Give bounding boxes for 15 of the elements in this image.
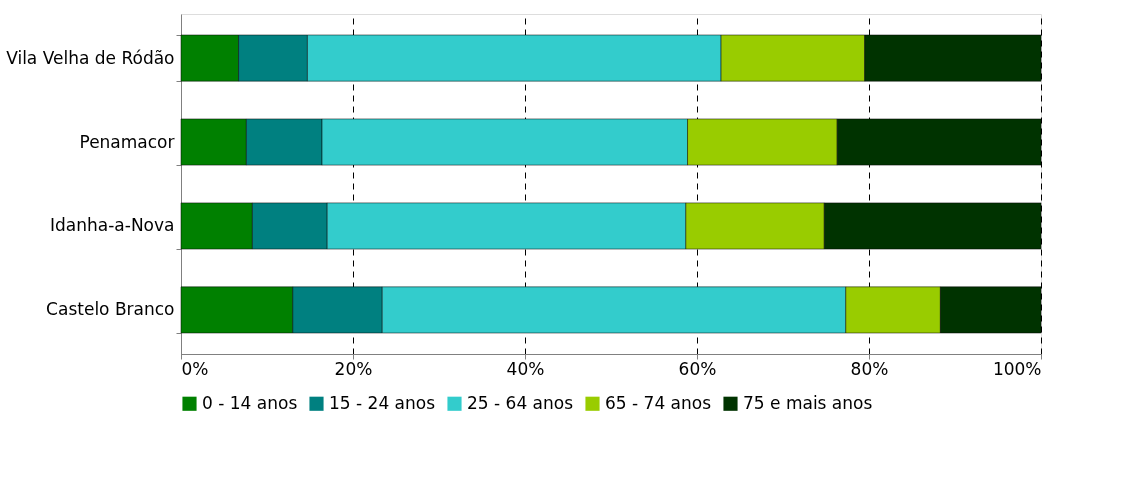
- legend-label: 65 - 74 anos: [605, 392, 712, 413]
- legend-label: 25 - 64 anos: [467, 392, 574, 413]
- x-tick-label: 80%: [850, 358, 889, 379]
- legend-label: 75 e mais anos: [743, 392, 873, 413]
- y-tick-label: Penamacor: [79, 131, 175, 152]
- x-tick-label: 40%: [506, 358, 545, 379]
- x-tick-label: 100%: [992, 358, 1042, 379]
- x-tick-label: 60%: [678, 358, 717, 379]
- y-tick-label: Castelo Branco: [46, 299, 175, 320]
- x-tick-label: 20%: [334, 358, 373, 379]
- legend-label: 15 - 24 anos: [329, 392, 436, 413]
- y-tick-label: Idanha-a-Nova: [50, 215, 175, 236]
- y-tick-label: Vila Velha de Ródão: [6, 47, 175, 68]
- legend-label: 0 - 14 anos: [202, 392, 298, 413]
- x-tick-label: 0%: [181, 358, 209, 379]
